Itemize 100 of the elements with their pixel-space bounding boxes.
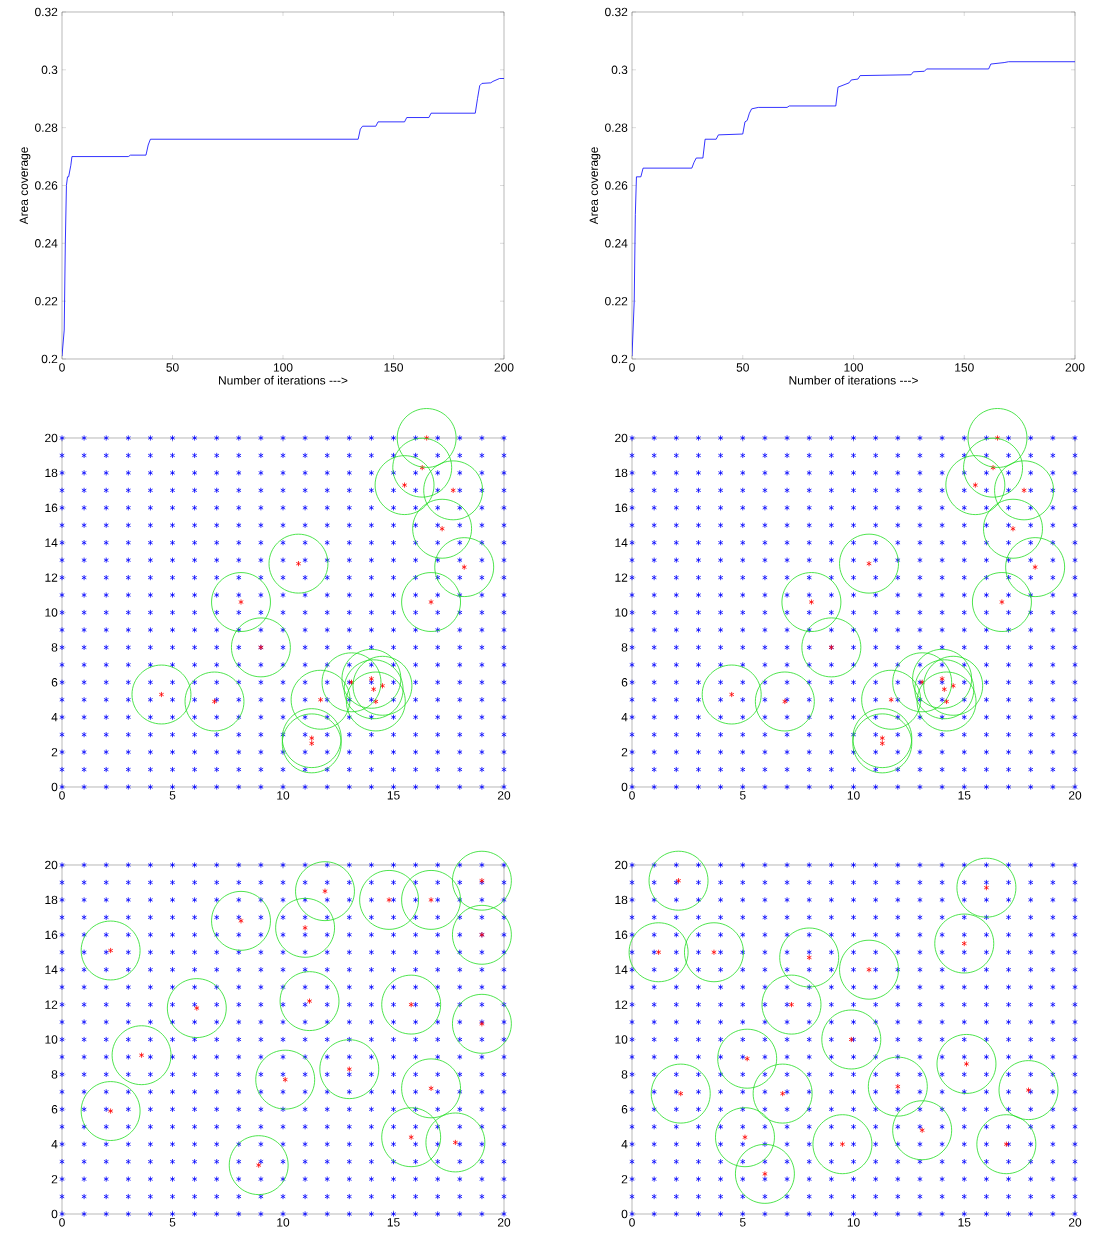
y-tick-label: 8 [51, 643, 58, 652]
point [452, 1139, 459, 1146]
point [762, 1170, 768, 1177]
point [711, 949, 717, 956]
point [994, 460, 1054, 521]
point [461, 564, 467, 571]
point [781, 572, 842, 632]
y-tick-label: 12 [45, 573, 58, 582]
point [401, 1058, 461, 1119]
point [648, 850, 709, 911]
y-tick-label: 0 [621, 782, 628, 792]
point [744, 1055, 750, 1062]
point [392, 437, 453, 498]
point [107, 1108, 114, 1115]
point [916, 671, 977, 732]
point [295, 861, 355, 922]
point [138, 1052, 145, 1059]
point [80, 1081, 141, 1141]
point [306, 998, 313, 1005]
point [111, 1025, 172, 1086]
point [717, 1028, 778, 1089]
point [401, 482, 408, 489]
x-tick-label: 0 [59, 791, 65, 800]
y-tick-label: 16 [45, 930, 58, 940]
point [428, 896, 434, 903]
y-tick-label: 16 [615, 503, 628, 513]
point [345, 671, 406, 732]
point [268, 533, 329, 594]
y-tick-label: 0.22 [35, 296, 58, 306]
point [452, 904, 512, 965]
y-tick-label: 10 [45, 1035, 58, 1044]
x-tick-label: 20 [497, 1218, 511, 1227]
point [352, 655, 413, 716]
point [936, 1034, 997, 1094]
point [374, 455, 435, 515]
x-tick-label: 10 [847, 791, 860, 800]
point [194, 1005, 200, 1012]
y-axis-title: Area coverage [19, 147, 31, 225]
y-tick-label: 0.3 [611, 65, 628, 75]
point [967, 408, 1028, 468]
point [752, 1063, 813, 1124]
point [1005, 537, 1066, 598]
point [895, 1083, 901, 1090]
point [341, 648, 402, 709]
point [808, 599, 815, 606]
point [754, 671, 815, 732]
point [343, 659, 404, 720]
point [346, 1066, 352, 1073]
point [396, 408, 457, 468]
y-tick-label: 6 [621, 678, 628, 687]
x-tick-label: 0 [629, 1218, 635, 1227]
point [158, 691, 165, 698]
y-tick-label: 0.28 [605, 123, 628, 132]
point [999, 599, 1005, 606]
point [255, 1049, 316, 1110]
point [295, 560, 302, 567]
point [359, 870, 419, 930]
y-tick-label: 8 [51, 1070, 58, 1079]
point [963, 437, 1023, 498]
point [379, 682, 386, 689]
point [423, 460, 484, 521]
point [715, 1107, 775, 1168]
point [322, 888, 328, 895]
point [628, 922, 689, 983]
point [788, 1001, 795, 1008]
x-tick-label: 5 [739, 1218, 746, 1227]
point [408, 1001, 414, 1008]
point [450, 487, 456, 494]
point [866, 966, 872, 973]
point [275, 897, 335, 958]
y-tick-label: 16 [615, 930, 628, 940]
point [279, 971, 340, 1031]
y-tick-label: 2 [621, 747, 628, 757]
point [701, 664, 762, 725]
x-tick-label: 100 [273, 363, 293, 372]
y-tick-label: 4 [51, 713, 58, 722]
point [943, 698, 950, 705]
point [370, 686, 377, 693]
point [321, 652, 382, 713]
point [166, 978, 227, 1038]
point [131, 664, 192, 725]
point [914, 659, 975, 720]
point [972, 482, 978, 489]
point [184, 671, 245, 732]
x-tick-label: 50 [736, 363, 749, 372]
y-tick-label: 2 [51, 747, 58, 757]
point [812, 1114, 873, 1175]
point [434, 537, 495, 597]
y-tick-label: 0.26 [35, 181, 58, 190]
point [428, 599, 434, 606]
y-tick-label: 0.2 [41, 354, 58, 364]
point [867, 1056, 928, 1117]
x-tick-label: 20 [1068, 1218, 1082, 1227]
y-tick-label: 0.2 [611, 354, 628, 364]
point [317, 696, 324, 703]
point [919, 1127, 925, 1134]
x-tick-label: 150 [955, 363, 974, 372]
point [934, 913, 995, 974]
x-tick-label: 10 [277, 1218, 290, 1227]
point [1021, 487, 1027, 494]
